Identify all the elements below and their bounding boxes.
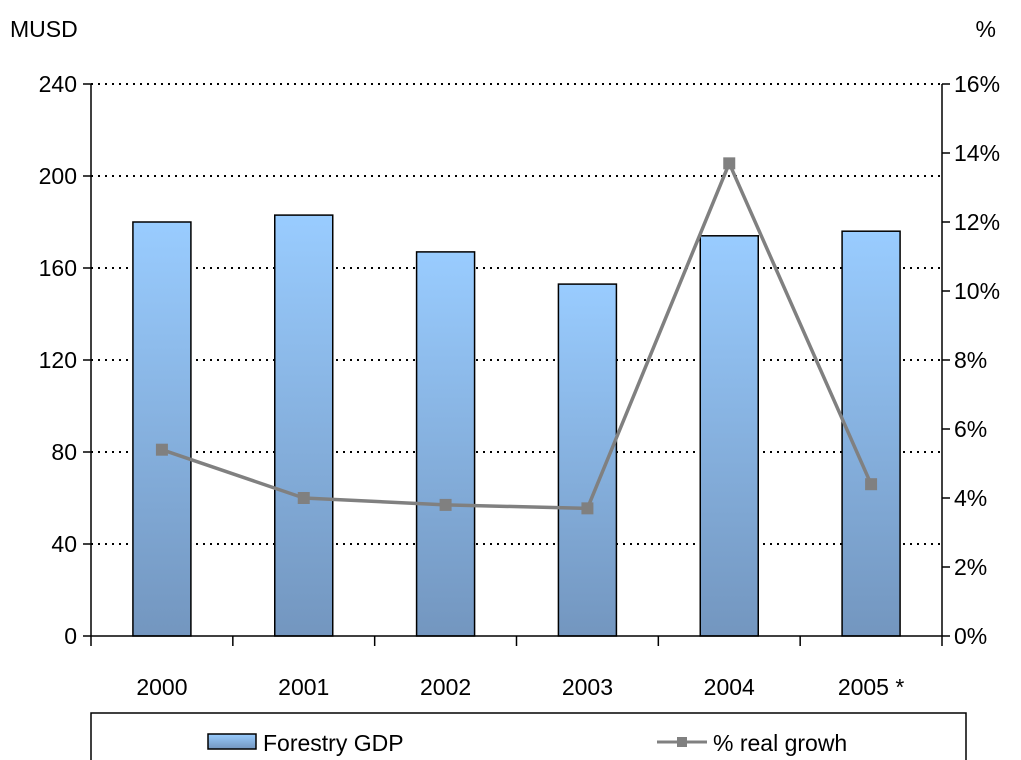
legend-label-forestry-gdp: Forestry GDP xyxy=(263,730,404,756)
right-axis-ticks: 0% 2% 4% 6% 8% 10% 12% 14% 16% xyxy=(942,71,1000,649)
x-tick-label: 2004 xyxy=(704,674,755,700)
line-series-real-growth xyxy=(155,157,878,515)
x-tick-label: 2002 xyxy=(420,674,471,700)
bar-2005 xyxy=(841,230,901,637)
left-tick-label: 160 xyxy=(39,255,77,281)
left-tick-label: 200 xyxy=(39,163,77,189)
bar-2002 xyxy=(415,251,476,637)
right-tick-label: 10% xyxy=(954,278,1000,304)
left-tick-label: 80 xyxy=(51,439,77,465)
right-axis-unit-label: % xyxy=(976,16,996,42)
left-tick-label: 240 xyxy=(39,71,77,97)
left-tick-label: 0 xyxy=(64,623,77,649)
bar-2000 xyxy=(132,221,192,637)
left-axis-ticks: 0 40 80 120 160 200 240 xyxy=(39,71,91,649)
growth-point-2005 xyxy=(865,478,878,491)
right-tick-label: 2% xyxy=(954,554,987,580)
legend: Forestry GDP % real growh xyxy=(90,712,967,760)
x-tick-label: 2005 * xyxy=(838,674,905,700)
left-tick-label: 40 xyxy=(51,531,77,557)
x-tick-label: 2003 xyxy=(562,674,613,700)
gridlines xyxy=(91,83,942,545)
legend-swatch-forestry-gdp xyxy=(207,733,257,750)
x-tick-label: 2000 xyxy=(136,674,187,700)
x-axis-ticks: 2000 2001 2002 2003 2004 2005 * xyxy=(90,636,943,700)
bar-2004 xyxy=(699,235,759,637)
left-tick-label: 120 xyxy=(39,347,77,373)
right-tick-label: 6% xyxy=(954,416,987,442)
growth-point-2000 xyxy=(155,443,168,456)
growth-line xyxy=(161,161,873,511)
growth-point-2003 xyxy=(581,502,594,515)
right-tick-label: 14% xyxy=(954,140,1000,166)
right-tick-label: 4% xyxy=(954,485,987,511)
left-axis-unit-label: MUSD xyxy=(10,16,78,42)
bar-2001 xyxy=(274,214,334,637)
growth-point-2004 xyxy=(723,157,736,170)
right-tick-label: 8% xyxy=(954,347,987,373)
growth-point-2001 xyxy=(297,492,310,504)
right-tick-label: 0% xyxy=(954,623,987,649)
legend-swatch-marker xyxy=(677,737,687,747)
right-tick-label: 12% xyxy=(954,209,1000,235)
x-tick-label: 2001 xyxy=(278,674,329,700)
right-tick-label: 16% xyxy=(954,71,1000,97)
bar-series-forestry-gdp xyxy=(132,214,901,637)
growth-point-2002 xyxy=(439,498,452,511)
legend-label-real-growth: % real growh xyxy=(713,730,847,756)
